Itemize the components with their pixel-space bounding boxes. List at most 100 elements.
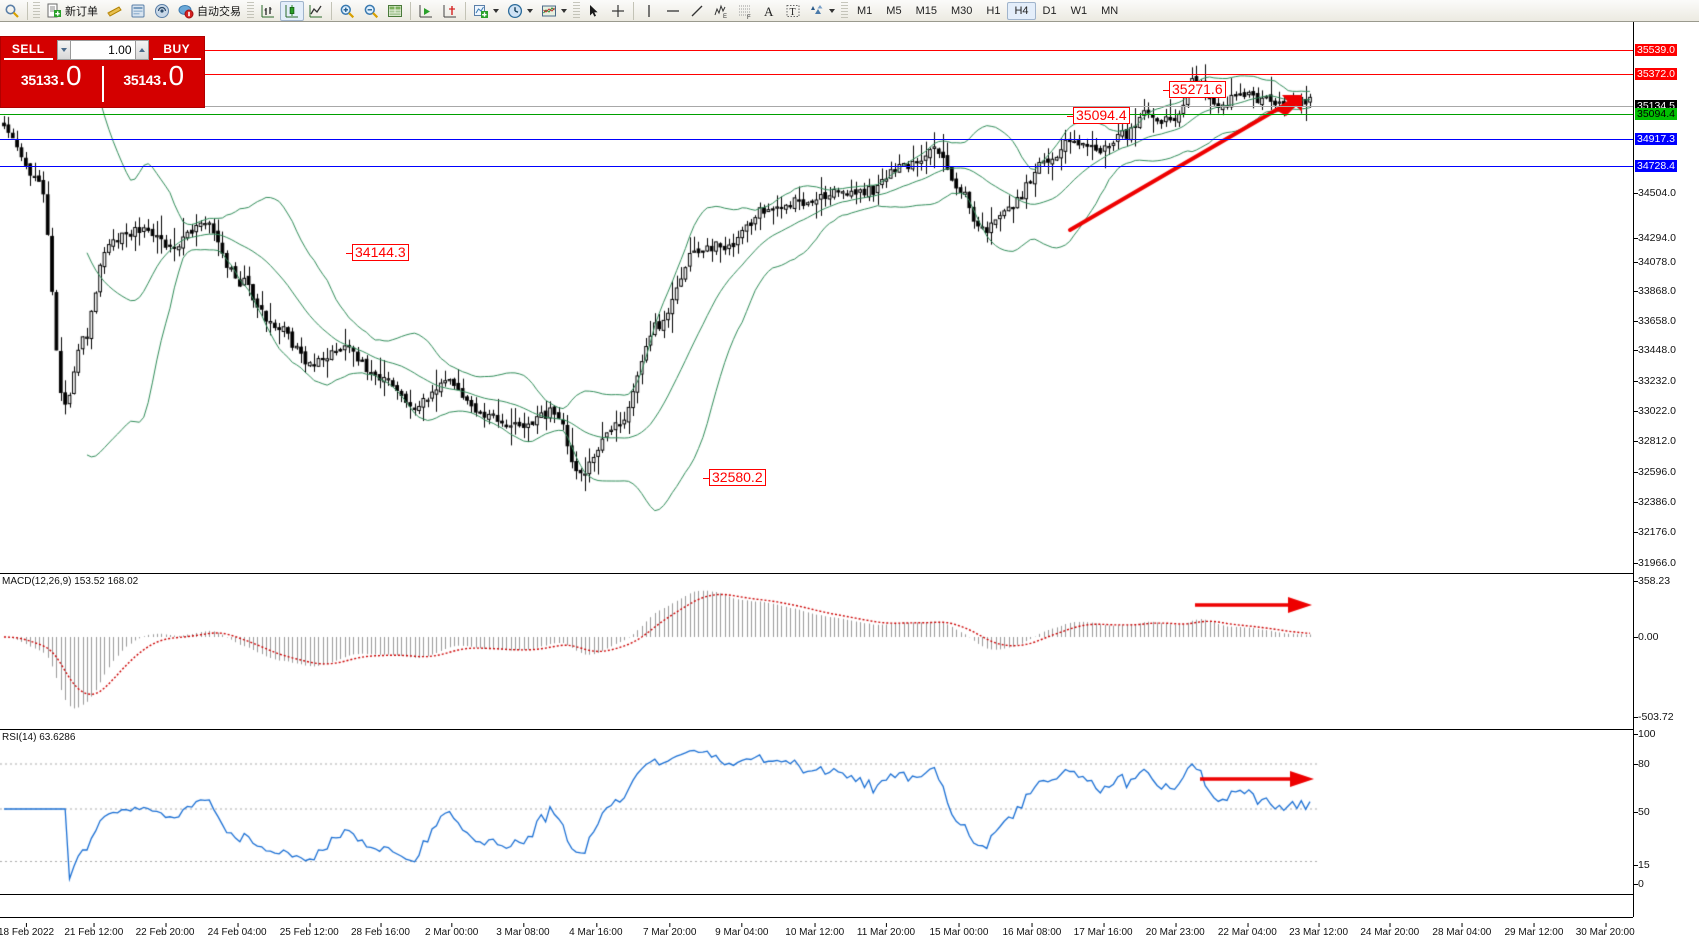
rsi-axis-tick: 80: [1634, 758, 1650, 770]
time-axis-tick: 20 Mar 23:00: [1145, 923, 1205, 938]
gold-bar-icon[interactable]: [102, 1, 126, 21]
text-label-icon[interactable]: T: [781, 1, 805, 21]
horizontal-level-line[interactable]: [0, 139, 1633, 140]
trendline-icon[interactable]: [685, 1, 709, 21]
autotrade-label: 自动交易: [197, 5, 241, 18]
shift-start-icon[interactable]: [414, 1, 438, 21]
toolbar-divider: [27, 1, 28, 20]
vline-icon[interactable]: [637, 1, 661, 21]
timeframe-w1-button[interactable]: W1: [1070, 4, 1088, 17]
price-annotation-label[interactable]: 32580.2: [703, 469, 766, 486]
rsi-label: RSI(14) 63.6286: [2, 732, 76, 743]
chart-panes: 35271.6 35094.4 34144.3 32580.2 MACD(12,26,…: [0, 22, 1633, 917]
chevron-down-icon-4[interactable]: [829, 8, 835, 13]
volume-stepper[interactable]: 1.00: [56, 39, 149, 60]
chevron-down-icon[interactable]: [493, 8, 499, 13]
timeframe-m1-button[interactable]: M1: [857, 4, 873, 17]
price-level-label: 35094.4: [1635, 108, 1677, 120]
price-level-label: 35372.0: [1635, 68, 1677, 80]
sell-price[interactable]: 35133.0: [1, 62, 102, 106]
price-axis[interactable]: 35539.0 35372.0 35134.5 35094.4 34917.3 34728…: [1633, 22, 1699, 917]
elliott-wave-icon[interactable]: E: [709, 1, 733, 21]
timeframe-m30-button[interactable]: M30: [950, 4, 973, 17]
timeframe-m15-button[interactable]: M15: [915, 4, 937, 17]
time-axis-tick: 9 Mar 04:00: [715, 923, 769, 938]
new-chart-icon[interactable]: [469, 1, 503, 21]
text-icon[interactable]: A: [757, 1, 781, 21]
sell-button[interactable]: SELL: [4, 39, 53, 60]
price-pane[interactable]: 35271.6 35094.4 34144.3 32580.2: [0, 22, 1633, 574]
time-axis-tick: 3 Mar 08:00: [496, 923, 550, 938]
timeframe-h1-button[interactable]: H1: [986, 4, 1001, 17]
fibonacci-icon[interactable]: F: [733, 1, 757, 21]
svg-text:F: F: [747, 15, 751, 19]
timeframe-d1-button[interactable]: D1: [1042, 4, 1057, 17]
objects-icon[interactable]: [805, 1, 839, 21]
toolbar-grip-4[interactable]: [841, 1, 848, 20]
chevron-up-icon-vol: [138, 47, 145, 52]
macd-axis-tick: -503.72: [1634, 711, 1674, 723]
price-annotation-label[interactable]: 35271.6: [1163, 81, 1226, 98]
volume-increment-button[interactable]: [134, 39, 149, 60]
buy-button[interactable]: BUY: [152, 39, 201, 60]
volume-input[interactable]: 1.00: [70, 39, 135, 60]
data-window-icon[interactable]: [126, 1, 150, 21]
price-axis-tick: 33232.0: [1634, 375, 1676, 387]
price-annotation-label[interactable]: 34144.3: [346, 244, 409, 261]
one-click-trading-panel[interactable]: SELL 1.00 BUY 35133.0 35143.0: [0, 36, 205, 108]
chevron-down-icon-3[interactable]: [561, 8, 567, 13]
shift-end-icon[interactable]: [438, 1, 462, 21]
chart-line-icon[interactable]: [304, 1, 328, 21]
chart-candles-icon[interactable]: [280, 0, 304, 21]
price-axis-tick: 31966.0: [1634, 557, 1676, 569]
horizontal-level-line[interactable]: [0, 50, 1633, 51]
chart-area[interactable]: DJ30-,H4 35134.5 35134.5 35134.5 35134.5…: [0, 22, 1699, 939]
time-axis[interactable]: 18 Feb 2022 21 Feb 12:00 22 Feb 20:00 24 Fe…: [0, 917, 1635, 939]
oct-price-divider: [101, 66, 104, 102]
time-axis-tick: 11 Mar 20:00: [856, 923, 916, 938]
period-clock-icon[interactable]: [503, 1, 537, 21]
macd-pane[interactable]: MACD(12,26,9) 153.52 168.02: [0, 575, 1633, 730]
price-level-label: 34728.4: [1635, 160, 1677, 172]
price-annotation-label[interactable]: 35094.4: [1067, 107, 1130, 124]
rsi-axis-tick: 50: [1634, 806, 1650, 818]
time-axis-tick: 30 Mar 20:00: [1575, 923, 1635, 938]
crosshair-icon[interactable]: [606, 1, 630, 21]
cursor-icon[interactable]: [582, 1, 606, 21]
autotrade-button[interactable]: 自动交易: [174, 1, 245, 21]
horizontal-level-line[interactable]: [0, 114, 1633, 115]
horizontal-level-line[interactable]: [0, 166, 1633, 167]
chart-bars-icon[interactable]: [256, 1, 280, 21]
chevron-down-icon-2[interactable]: [527, 8, 533, 13]
toolbar-grip-3[interactable]: [573, 1, 580, 20]
time-axis-tick: 10 Mar 12:00: [785, 923, 845, 938]
timeframe-mn-button[interactable]: MN: [1101, 4, 1119, 17]
toolbar-grip-2[interactable]: [247, 1, 254, 20]
volume-decrement-button[interactable]: [56, 39, 71, 60]
horizontal-level-line[interactable]: [0, 74, 1633, 75]
price-axis-tick: 34504.0: [1634, 187, 1676, 199]
zoom-in-icon[interactable]: [335, 1, 359, 21]
price-axis-tick: 32176.0: [1634, 526, 1676, 538]
signals-icon[interactable]: [150, 1, 174, 21]
buy-price[interactable]: 35143.0: [104, 62, 205, 106]
zoom-out-icon[interactable]: [359, 1, 383, 21]
time-axis-tick: 23 Mar 12:00: [1289, 923, 1349, 938]
search-icon[interactable]: [0, 1, 24, 21]
price-axis-tick: 33448.0: [1634, 344, 1676, 356]
svg-text:T: T: [790, 7, 796, 18]
svg-text:A: A: [764, 4, 774, 19]
timeframe-h4-button[interactable]: H4: [1007, 1, 1036, 20]
price-axis-tick: 33022.0: [1634, 405, 1676, 417]
time-axis-tick: 24 Mar 20:00: [1360, 923, 1420, 938]
new-order-button[interactable]: 新订单: [42, 1, 102, 21]
toolbar-grip[interactable]: [33, 1, 40, 20]
time-axis-tick: 29 Mar 12:00: [1504, 923, 1564, 938]
hline-icon[interactable]: [661, 1, 685, 21]
indicators-icon[interactable]: [537, 1, 571, 21]
timeframe-m5-button[interactable]: M5: [886, 4, 902, 17]
rsi-pane[interactable]: RSI(14) 63.6286: [0, 731, 1633, 895]
oct-prices-row: 35133.0 35143.0: [1, 62, 204, 106]
horizontal-level-line[interactable]: [0, 106, 1633, 107]
templates-icon[interactable]: [383, 1, 407, 21]
